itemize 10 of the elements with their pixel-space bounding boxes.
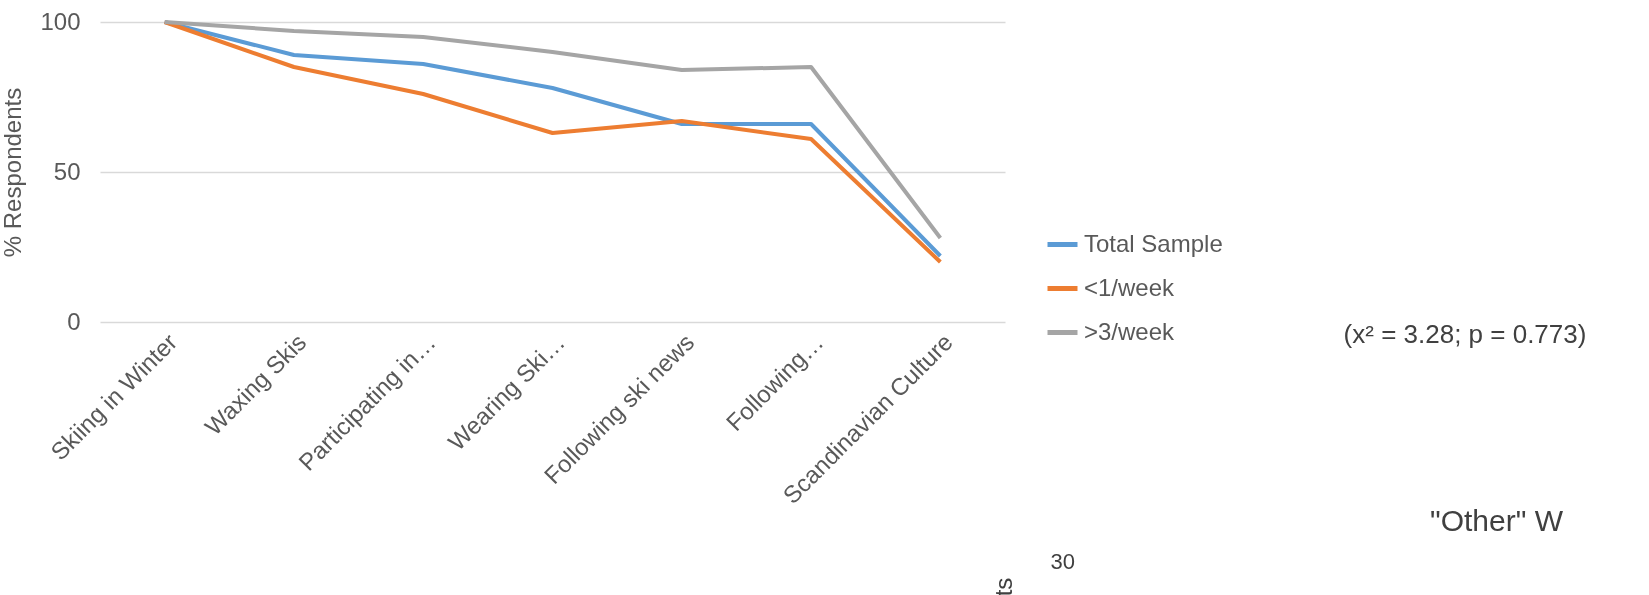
y-tick-label: 50 [53,157,81,185]
y-tick-label: 0 [67,307,81,335]
legend-label: <1/week [1084,273,1176,301]
text: 30 [1050,549,1075,574]
legend-label: >3/week [1084,317,1176,345]
y-axis-title: % Respondents [0,87,27,258]
text: (x² = 3.28; p = 0.773) [1343,319,1587,349]
text: "Other" W [1430,504,1564,537]
legend-label: Total Sample [1084,229,1223,257]
y-tick-label: 100 [40,7,81,35]
